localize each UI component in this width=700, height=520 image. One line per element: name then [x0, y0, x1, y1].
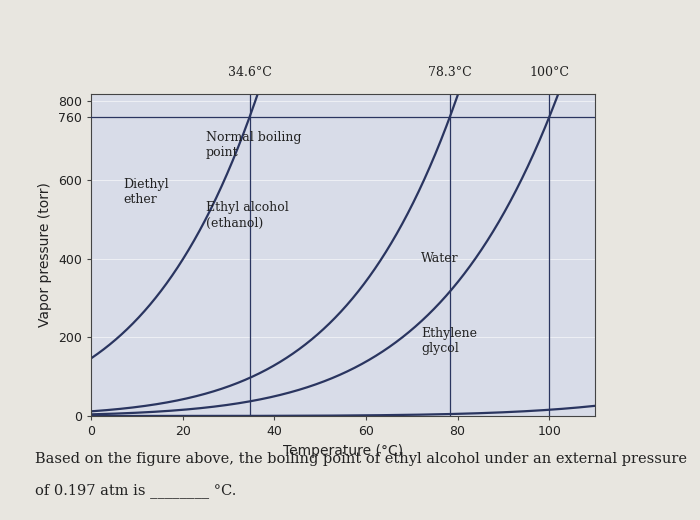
- Text: Ethyl alcohol
(ethanol): Ethyl alcohol (ethanol): [206, 201, 288, 229]
- Text: 34.6°C: 34.6°C: [228, 66, 272, 79]
- Text: Water: Water: [421, 252, 458, 265]
- Text: Based on the figure above, the boiling point of ethyl alcohol under an external : Based on the figure above, the boiling p…: [35, 452, 687, 466]
- Text: of 0.197 atm is ________ °C.: of 0.197 atm is ________ °C.: [35, 484, 237, 499]
- Text: Diethyl
ether: Diethyl ether: [123, 178, 169, 206]
- X-axis label: Temperature (°C): Temperature (°C): [283, 444, 403, 458]
- Text: 100°C: 100°C: [529, 66, 569, 79]
- Y-axis label: Vapor pressure (torr): Vapor pressure (torr): [38, 183, 52, 327]
- Text: Ethylene
glycol: Ethylene glycol: [421, 327, 477, 355]
- Text: Normal boiling
point: Normal boiling point: [206, 131, 301, 159]
- Text: 78.3°C: 78.3°C: [428, 66, 472, 79]
